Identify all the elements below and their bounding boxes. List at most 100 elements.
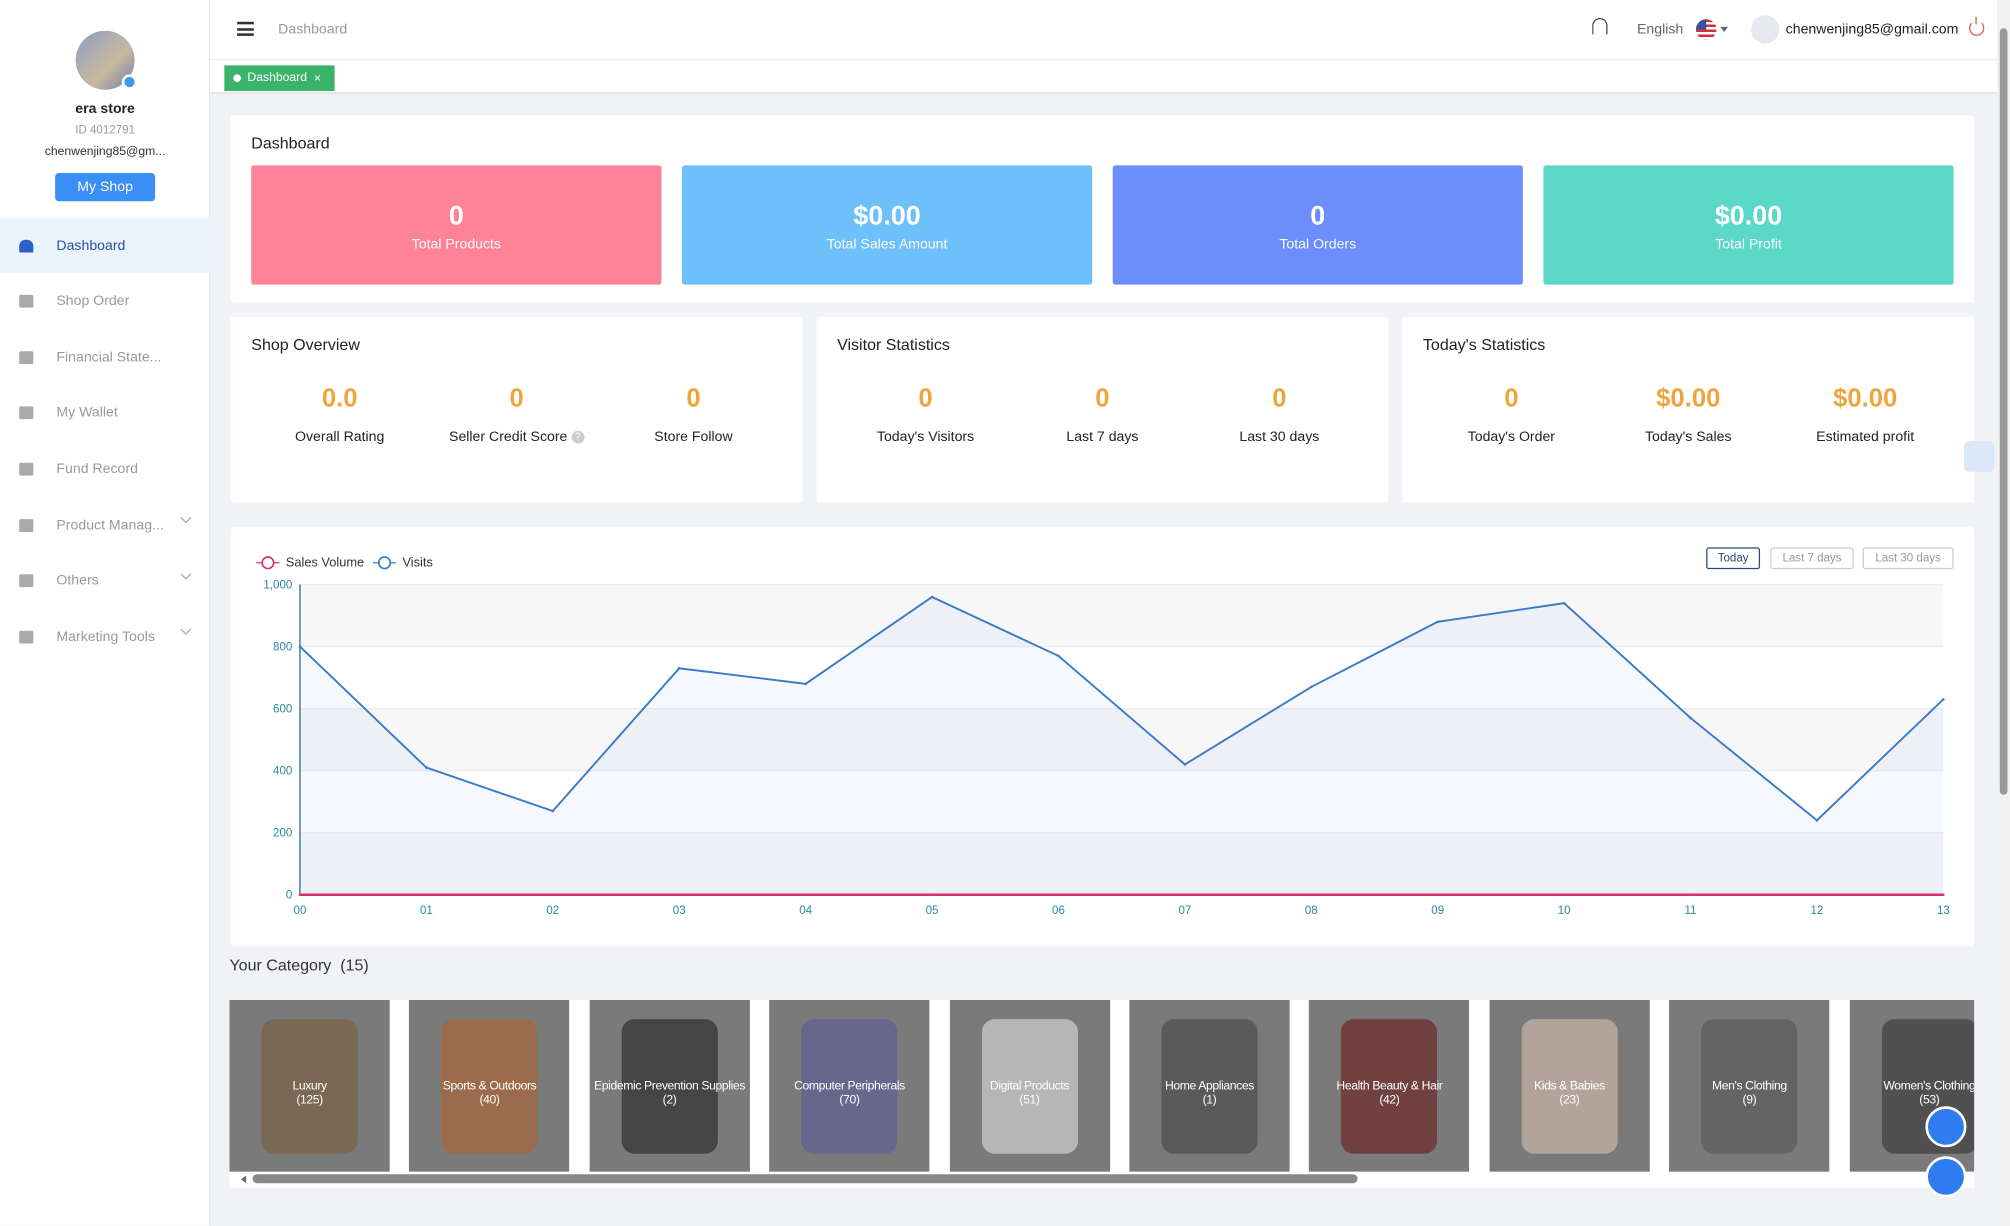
category-tile[interactable]: Computer Peripherals (70): [769, 999, 930, 1172]
category-tile[interactable]: Epidemic Prevention Supplies (2): [589, 999, 750, 1172]
sidebar-item-my-wallet[interactable]: My Wallet: [0, 386, 210, 441]
visits-point: [677, 667, 681, 670]
card-title: Shop Overview: [251, 335, 360, 354]
sidebar-item-label: Product Manag...: [56, 517, 164, 533]
language-selector[interactable]: English: [1636, 21, 1684, 38]
store-avatar[interactable]: [75, 30, 138, 90]
sidebar-item-shop-order[interactable]: Shop Order: [0, 274, 210, 329]
sidebar-item-financial-state[interactable]: Financial State...: [0, 330, 210, 385]
metric-value: 0: [1272, 384, 1287, 413]
help-icon[interactable]: ?: [571, 430, 585, 444]
stat-card[interactable]: 0 Total Products: [251, 165, 662, 285]
category-label: Health Beauty & Hair (42): [1309, 1079, 1469, 1107]
tab-label: Dashboard: [247, 70, 307, 85]
category-image: [621, 1019, 718, 1154]
chart-card: Today Last 7 days Last 30 days 0 200 400 600 8…: [230, 526, 1975, 947]
category-heading: Your Category (15): [229, 956, 368, 974]
category-tile[interactable]: Women's Clothing (53): [1849, 999, 1975, 1172]
dashboard-title: Dashboard: [251, 134, 330, 153]
carousel-scrollbar[interactable]: [252, 1174, 1358, 1184]
scrollbar-thumb[interactable]: [1999, 28, 2008, 795]
line-chart: 0 200 400 600 800 1,000 00 01 02 03 04 05 06 07 08 09 10…: [256, 555, 1950, 917]
top-header: Dashboard English chenwenjing85@gmail.co…: [210, 0, 1998, 59]
metric-value: 0: [686, 384, 701, 413]
chevron-down-icon[interactable]: [180, 624, 192, 636]
sidebar-item-product-manag[interactable]: Product Manag...: [0, 497, 210, 552]
sales-volume-point: [1057, 893, 1060, 897]
stat-card[interactable]: 0 Total Orders: [1112, 165, 1523, 285]
range-button[interactable]: Last 7 days: [1770, 547, 1854, 570]
stat-card[interactable]: $0.00 Total Profit: [1543, 165, 1954, 285]
category-tile[interactable]: Men's Clothing (9): [1669, 999, 1830, 1172]
chevron-down-icon[interactable]: [180, 568, 192, 580]
metric-label-text: Today's Sales: [1644, 429, 1732, 445]
range-button[interactable]: Today: [1706, 547, 1761, 570]
metric: 0.0 Overall Rating: [250, 385, 429, 445]
scroll-left-icon[interactable]: [237, 1175, 247, 1184]
card-title: Today's Statistics: [1422, 335, 1546, 354]
metric-value: $0.00: [1833, 384, 1898, 413]
store-id: ID 4012791: [75, 123, 135, 136]
category-count: (9): [1742, 1093, 1757, 1108]
stat-card[interactable]: $0.00 Total Sales Amount: [681, 165, 1093, 285]
sidebar-item-dashboard[interactable]: Dashboard: [0, 217, 211, 274]
category-tile[interactable]: Digital Products (51): [949, 999, 1110, 1172]
category-tile[interactable]: Luxury (125): [229, 999, 390, 1172]
metric: 0 Today's Visitors: [836, 385, 1015, 445]
sidebar-item-marketing-tools[interactable]: Marketing Tools: [0, 609, 210, 664]
category-name: Health Beauty & Hair: [1336, 1079, 1443, 1094]
category-count: (42): [1379, 1093, 1400, 1108]
chat-button[interactable]: [1925, 1106, 1967, 1148]
category-image: [441, 1019, 538, 1154]
metric-label-text: Estimated profit: [1816, 429, 1915, 445]
us-flag-icon[interactable]: [1695, 19, 1717, 40]
grid-band: [299, 708, 1944, 771]
x-tick-label: 13: [1937, 905, 1950, 917]
user-avatar[interactable]: [1751, 15, 1780, 44]
logout-icon[interactable]: [1968, 16, 1985, 36]
page-scrollbar[interactable]: [1997, 0, 2010, 1226]
customer-service-button[interactable]: [1925, 1156, 1967, 1198]
active-dot-icon: [233, 74, 241, 83]
bell-icon[interactable]: [1592, 17, 1608, 35]
sales-volume-point: [1689, 893, 1692, 897]
metric: 0 Seller Credit Score ?: [427, 385, 606, 445]
category-tile[interactable]: Kids & Babies (23): [1489, 999, 1650, 1172]
category-image: [801, 1019, 898, 1154]
user-email[interactable]: chenwenjing85@gmail.com: [1785, 21, 1959, 38]
settings-gear-icon[interactable]: [1963, 440, 1995, 472]
category-label: Computer Peripherals (70): [769, 1079, 929, 1107]
caret-down-icon[interactable]: [1720, 26, 1729, 36]
visits-area: [299, 596, 1944, 895]
metric-label: Store Follow: [604, 429, 783, 444]
metric: 0 Today's Order: [1422, 385, 1601, 445]
category-tile[interactable]: Health Beauty & Hair (42): [1309, 999, 1470, 1172]
category-tile[interactable]: Sports & Outdoors (40): [409, 999, 570, 1172]
sidebar-item-fund-record[interactable]: Fund Record: [0, 441, 210, 496]
metric-value: 0: [509, 384, 524, 413]
tab-dashboard[interactable]: Dashboard ×: [224, 65, 335, 92]
sidebar-item-others[interactable]: Others: [0, 553, 210, 608]
briefcase-icon: [19, 518, 34, 532]
y-tick-label: 400: [273, 766, 292, 778]
my-shop-button[interactable]: My Shop: [55, 173, 156, 202]
chart-icon: [19, 350, 34, 364]
close-tab-icon[interactable]: ×: [314, 71, 321, 85]
range-button[interactable]: Last 30 days: [1862, 547, 1954, 570]
sidebar-item-label: Marketing Tools: [56, 629, 155, 645]
sidebar-item-label: Others: [56, 573, 99, 589]
store-name: era store: [75, 101, 135, 117]
category-count: (15): [340, 956, 369, 975]
card-title: Visitor Statistics: [837, 335, 950, 354]
breadcrumb[interactable]: Dashboard: [278, 21, 348, 38]
category-tile[interactable]: Home Appliances (1): [1129, 999, 1290, 1172]
metric-label-text: Last 30 days: [1239, 429, 1320, 445]
chevron-down-icon[interactable]: [180, 512, 192, 524]
sales-volume-point: [1562, 893, 1566, 897]
category-name: Epidemic Prevention Supplies: [594, 1079, 746, 1094]
grid-icon: [19, 574, 34, 588]
visits-point: [1942, 698, 1945, 701]
menu-toggle-icon[interactable]: [237, 21, 254, 36]
visits-point: [551, 809, 555, 813]
